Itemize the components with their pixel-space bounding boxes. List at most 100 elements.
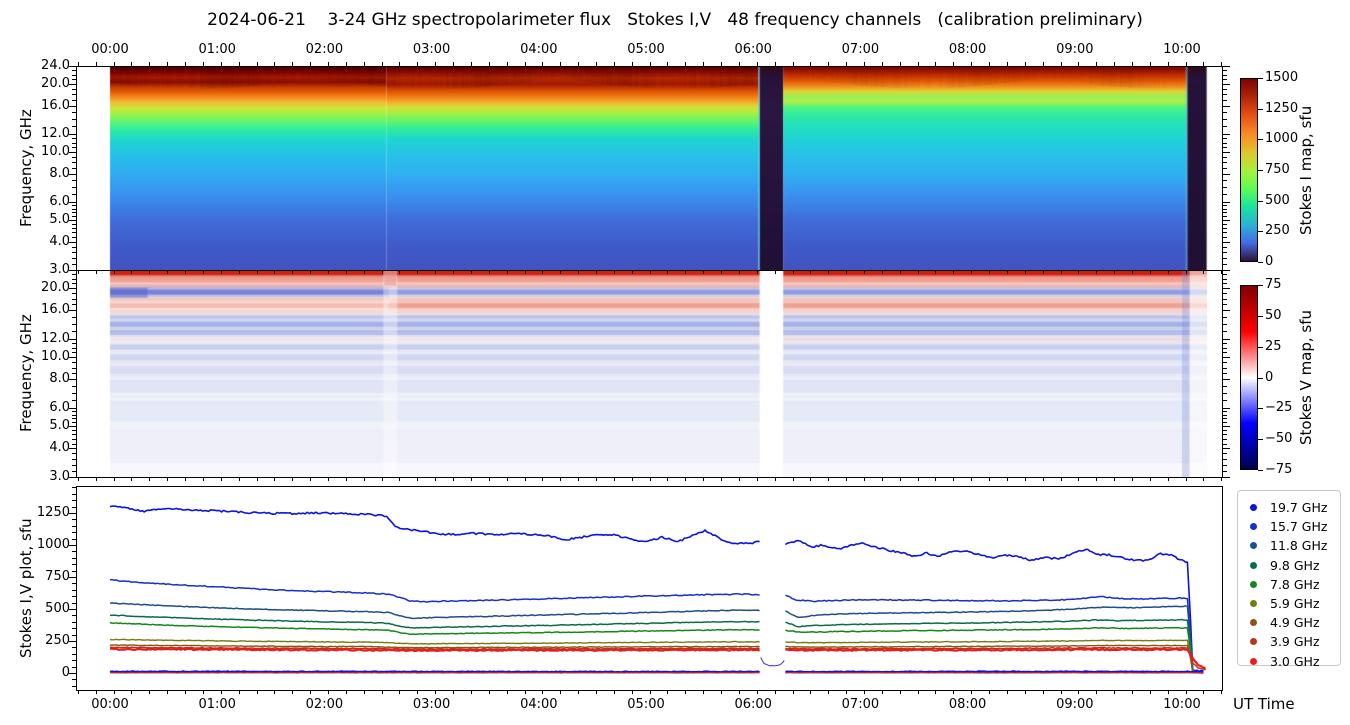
legend-marker-dot [1250, 580, 1257, 588]
x-tick-label-bottom: 01:00 [198, 697, 236, 712]
tick-mark [953, 270, 955, 274]
tick-mark [72, 138, 76, 140]
freq-tick-label: 3.0 [49, 469, 70, 484]
tick-mark [202, 270, 204, 274]
tick-mark [560, 62, 562, 66]
tick-mark [220, 270, 222, 274]
tick-mark [113, 477, 115, 481]
tick-mark [810, 477, 812, 481]
colorbar-i-tick-label: 1000 [1265, 131, 1299, 147]
tick-mark [560, 690, 562, 694]
tick-mark [899, 477, 901, 481]
tick-mark [542, 690, 544, 694]
tick-mark [69, 202, 76, 203]
tick-mark [274, 690, 276, 694]
tick-mark [69, 288, 76, 290]
tick-mark [881, 62, 883, 66]
legend-label: 7.8 GHz [1270, 576, 1320, 592]
tick-mark [238, 477, 240, 481]
tick-mark [488, 270, 490, 274]
tick-mark [1131, 270, 1133, 274]
tick-mark [1223, 208, 1227, 210]
tick-mark [72, 94, 76, 96]
tick-mark [69, 609, 76, 610]
flux-tick-label: 750 [45, 569, 70, 584]
tick-mark [72, 453, 76, 455]
tick-mark [77, 690, 79, 694]
tick-mark [1258, 439, 1263, 441]
tick-mark [149, 270, 151, 274]
tick-mark [524, 690, 526, 694]
tick-mark [72, 666, 76, 668]
tick-mark [453, 270, 455, 274]
tick-mark [1078, 690, 1080, 694]
tick-mark [72, 142, 76, 144]
tick-mark [72, 653, 76, 655]
tick-mark [1223, 464, 1227, 466]
tick-mark [953, 690, 955, 694]
tick-mark [95, 270, 97, 274]
tick-mark [863, 270, 865, 274]
tick-mark [1223, 400, 1227, 402]
tick-mark [310, 62, 312, 66]
tick-mark [703, 477, 705, 481]
tick-mark [828, 690, 830, 694]
tick-mark [72, 525, 76, 527]
tick-mark [1203, 477, 1205, 481]
tick-mark [72, 323, 76, 325]
tick-mark [613, 477, 615, 481]
tick-mark [1258, 139, 1263, 141]
tick-mark [721, 477, 723, 481]
tick-mark [72, 685, 76, 687]
tick-mark [649, 477, 651, 481]
tick-mark [1096, 62, 1098, 66]
tick-mark [1223, 458, 1227, 460]
tick-mark [1223, 66, 1230, 67]
tick-mark [435, 477, 437, 481]
tick-mark [435, 270, 437, 274]
freq-tick-label: 20.0 [41, 280, 70, 296]
tick-mark [72, 278, 76, 280]
tick-mark [1167, 62, 1169, 66]
legend-label: 9.8 GHz [1270, 557, 1320, 573]
colorbar-i-tick-label: 750 [1265, 162, 1290, 177]
tick-mark [1258, 200, 1263, 202]
freq-tick-label: 24.0 [41, 58, 70, 73]
tick-mark [399, 690, 401, 694]
tick-mark [488, 690, 490, 694]
tick-mark [72, 162, 76, 164]
series-stokes-v-19.7-ghz [109, 670, 1204, 674]
tick-mark [72, 487, 76, 489]
tick-mark [1024, 477, 1026, 481]
tick-mark [810, 62, 812, 66]
tick-mark [1223, 411, 1227, 413]
tick-mark [1221, 690, 1223, 694]
series-4.9-ghz [109, 644, 1204, 674]
tick-mark [774, 270, 776, 274]
tick-mark [667, 477, 669, 481]
tick-mark [72, 347, 76, 349]
tick-mark [292, 690, 294, 694]
tick-mark [131, 270, 133, 274]
tick-mark [69, 66, 76, 67]
tick-mark [1042, 690, 1044, 694]
tick-mark [863, 690, 865, 694]
tick-mark [72, 126, 76, 128]
tick-mark [72, 362, 76, 364]
tick-mark [756, 690, 758, 694]
tick-mark [828, 270, 830, 274]
tick-mark [310, 270, 312, 274]
freq-tick-label: 6.0 [49, 194, 70, 209]
tick-mark [1060, 270, 1062, 274]
tick-mark [1185, 62, 1187, 66]
tick-mark [202, 477, 204, 481]
tick-mark [256, 62, 258, 66]
legend-marker-dot [1250, 600, 1257, 608]
tick-mark [185, 270, 187, 274]
tick-mark [935, 270, 937, 274]
tick-mark [1223, 331, 1227, 333]
colorbar-v-tick-label: 50 [1265, 307, 1282, 323]
tick-mark [971, 690, 973, 694]
tick-mark [1203, 690, 1205, 694]
tick-mark [1096, 477, 1098, 481]
